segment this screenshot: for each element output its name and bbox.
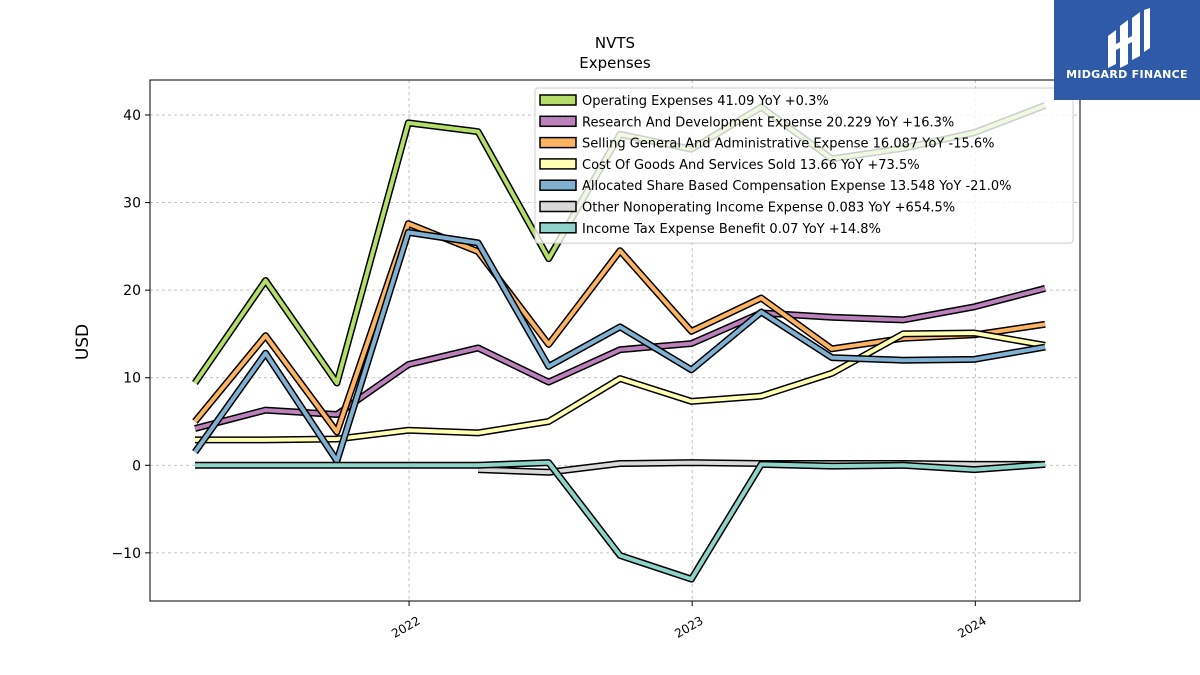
series-line [192, 228, 1046, 465]
legend-label: Research And Development Expense 20.229 … [582, 115, 954, 130]
legend-swatch [539, 222, 577, 234]
series-stroke [193, 221, 1046, 435]
legend-label: Allocated Share Based Compensation Expen… [582, 179, 1011, 194]
legend-swatch [539, 158, 577, 170]
series-line [192, 220, 1046, 436]
legend-label: Selling General And Administrative Expen… [582, 137, 995, 152]
x-ticks: 2022 2023 2024 [389, 601, 989, 641]
plot-frame [149, 79, 1081, 602]
y-tick-label: 40 [123, 108, 141, 124]
series-stroke [194, 331, 1046, 442]
legend-label: Income Tax Expense Benefit 0.07 YoY +14.… [582, 222, 881, 237]
x-tick-label: 2024 [955, 613, 988, 640]
series-line [194, 285, 1046, 432]
chart-subtitle: Expenses [579, 54, 651, 72]
legend: Operating Expenses 41.09 YoY +0.3% Resear… [534, 87, 1074, 244]
series-stroke [194, 460, 1046, 582]
series-layer [192, 102, 1047, 583]
legend-swatch [539, 179, 577, 191]
y-tick-label: −10 [111, 546, 141, 562]
y-tick-label: 20 [123, 283, 141, 299]
legend-label: Other Nonoperating Income Expense 0.083 … [582, 201, 955, 216]
series-stroke [194, 286, 1046, 431]
y-tick-label: 0 [132, 458, 141, 474]
x-tick-label: 2023 [672, 613, 705, 640]
x-tick-label: 2022 [389, 613, 422, 640]
y-ticks: −10 0 10 20 30 40 [111, 108, 150, 562]
legend-swatch [539, 136, 577, 149]
y-tick-label: 10 [123, 371, 141, 387]
legend-label: Cost Of Goods And Services Sold 13.66 Yo… [582, 158, 920, 173]
legend-label: Operating Expenses 41.09 YoY +0.3% [582, 94, 829, 109]
legend-swatch [539, 200, 577, 213]
y-axis-label: USD [73, 324, 93, 360]
y-tick-label: 30 [123, 196, 141, 212]
brand-logo: MIDGARD FINANCE [1054, 0, 1200, 100]
chart-title: NVTS [595, 34, 635, 52]
legend-swatch [539, 94, 577, 106]
brand-mark-icon [1108, 8, 1150, 68]
series-line [194, 459, 1046, 583]
legend-box [534, 87, 1074, 244]
series-stroke [193, 230, 1046, 463]
legend-swatch [539, 115, 577, 128]
brand-name: MIDGARD FINANCE [1066, 68, 1188, 81]
series-outline [194, 459, 1046, 583]
series-line [194, 329, 1046, 444]
